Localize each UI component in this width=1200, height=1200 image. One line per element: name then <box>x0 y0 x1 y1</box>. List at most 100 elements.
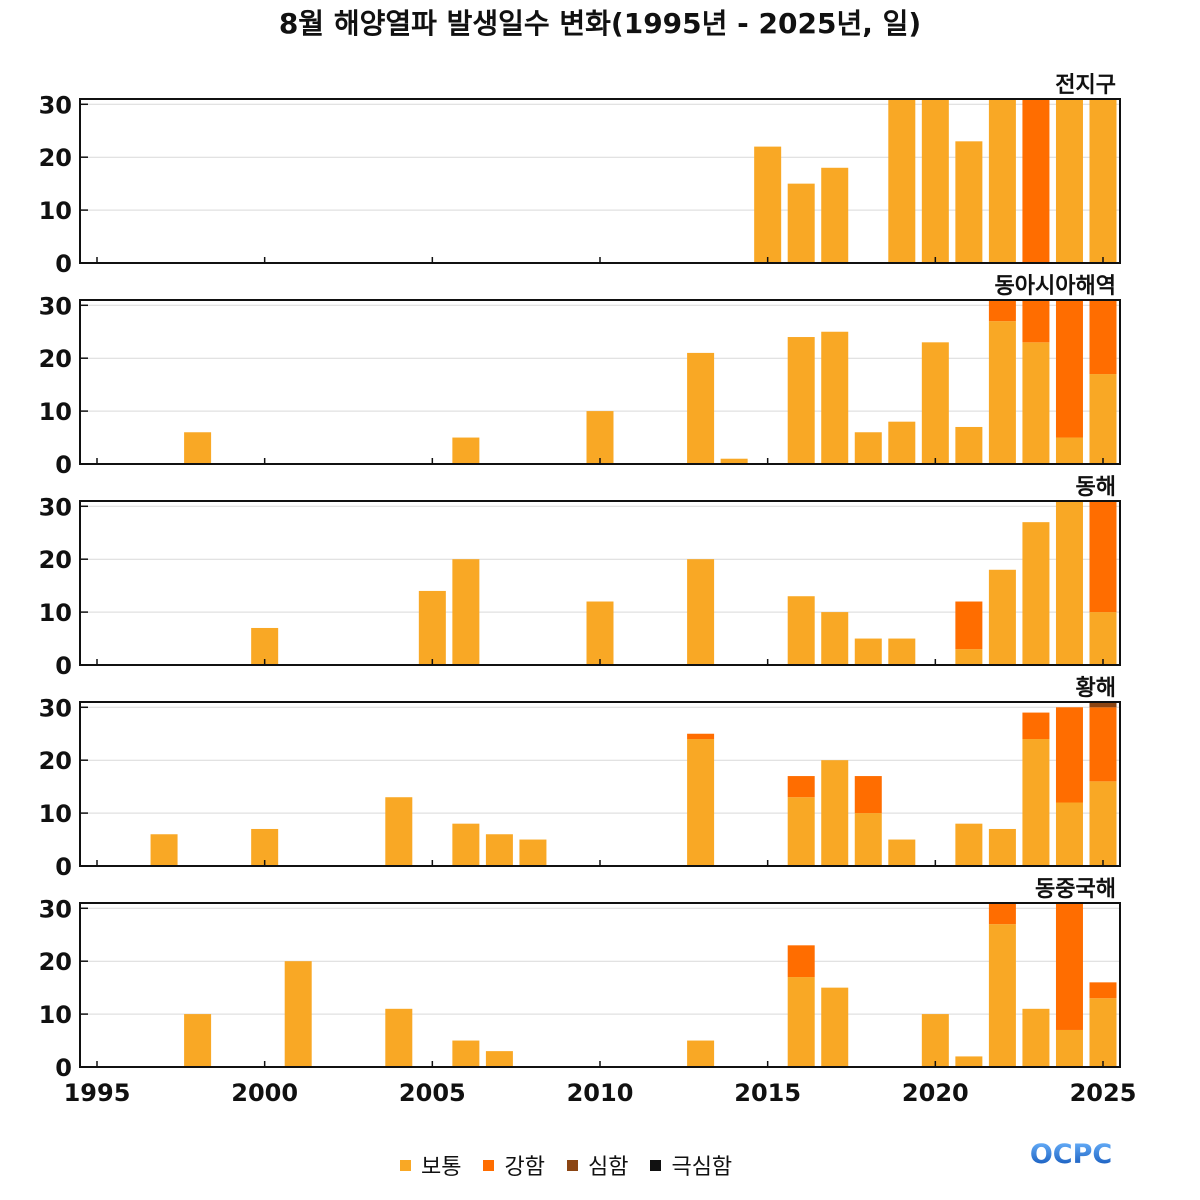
bar-moderate-2022 <box>988 99 1016 263</box>
bar-moderate-2024 <box>1055 501 1083 665</box>
bar-moderate-2022 <box>988 924 1016 1067</box>
bar-moderate-2020 <box>921 1014 949 1067</box>
y-tick-label: 0 <box>55 1054 72 1082</box>
panel-label: 동해 <box>1076 475 1116 500</box>
y-tick-label: 0 <box>55 250 72 278</box>
y-tick-label: 30 <box>39 895 72 923</box>
bar-moderate-2024 <box>1055 437 1083 464</box>
bar-moderate-2022 <box>988 321 1016 464</box>
y-tick-label: 20 <box>39 747 72 775</box>
chart-title: 8월 해양열파 발생일수 변화(1995년 - 2025년, 일) <box>278 7 922 40</box>
bar-moderate-2025 <box>1089 99 1117 263</box>
y-tick-label: 10 <box>39 197 72 225</box>
y-tick-label: 30 <box>39 694 72 722</box>
y-tick-label: 30 <box>39 91 72 119</box>
logo-text: OCPC <box>1030 1139 1112 1170</box>
ocpc-logo: OCPC <box>1030 1139 1112 1170</box>
bar-strong-2025 <box>1089 707 1117 782</box>
bar-strong-2023 <box>1022 300 1050 343</box>
bar-moderate-2024 <box>1055 99 1083 263</box>
bar-moderate-2023 <box>1022 739 1050 866</box>
bar-moderate-2017 <box>821 760 849 866</box>
bar-moderate-2010 <box>586 411 614 464</box>
bar-moderate-2016 <box>787 183 815 263</box>
bar-moderate-2021 <box>955 649 983 665</box>
bar-strong-2022 <box>988 300 1016 322</box>
bar-moderate-2013 <box>687 352 715 464</box>
legend-swatch-strong <box>483 1159 495 1171</box>
bar-moderate-2001 <box>284 961 312 1067</box>
bar-strong-2025 <box>1089 501 1117 613</box>
bar-strong-2024 <box>1055 707 1083 803</box>
x-tick-label: 2025 <box>1070 1079 1137 1107</box>
bar-moderate-2017 <box>821 167 849 263</box>
x-tick-label: 2015 <box>734 1079 801 1107</box>
legend-label-strong: 강함 <box>504 1155 545 1180</box>
bar-strong-2013 <box>687 733 715 740</box>
bar-moderate-2004 <box>385 797 413 866</box>
bar-moderate-2025 <box>1089 374 1117 464</box>
y-tick-label: 10 <box>39 800 72 828</box>
bar-strong-2023 <box>1022 712 1050 740</box>
bar-moderate-2020 <box>921 342 949 464</box>
bar-moderate-2018 <box>854 638 882 665</box>
x-tick-label: 2020 <box>902 1079 969 1107</box>
legend-label-moderate: 보통 <box>421 1155 462 1180</box>
bar-moderate-2024 <box>1055 802 1083 866</box>
bar-moderate-2025 <box>1089 612 1117 665</box>
bar-strong-2022 <box>988 903 1016 925</box>
panel-label: 동중국해 <box>1035 877 1116 902</box>
y-tick-label: 0 <box>55 652 72 680</box>
bar-moderate-2016 <box>787 977 815 1067</box>
x-tick-label: 2005 <box>399 1079 466 1107</box>
legend: 보통 강함 심함 극심함 <box>400 1150 732 1180</box>
panel-frame <box>79 902 1121 1068</box>
bar-moderate-2025 <box>1089 781 1117 866</box>
legend-label-severe: 심함 <box>587 1155 629 1180</box>
bar-moderate-2018 <box>854 432 882 464</box>
x-tick-label: 2010 <box>567 1079 634 1107</box>
x-tick-label: 2000 <box>231 1079 298 1107</box>
legend-item-moderate: 보통 <box>400 1149 461 1181</box>
bar-moderate-2019 <box>888 839 916 866</box>
bar-moderate-2016 <box>787 797 815 866</box>
bar-moderate-2013 <box>687 1040 715 1067</box>
y-tick-label: 10 <box>39 1001 72 1029</box>
legend-swatch-severe <box>566 1159 578 1171</box>
y-tick-label: 0 <box>55 451 72 479</box>
bar-moderate-2022 <box>988 828 1016 866</box>
bar-moderate-2013 <box>687 739 715 866</box>
bar-moderate-2017 <box>821 987 849 1067</box>
x-tick-label: 1995 <box>64 1079 131 1107</box>
bar-moderate-2006 <box>452 823 480 866</box>
bar-moderate-2000 <box>251 627 279 665</box>
legend-item-severe: 심함 <box>566 1149 629 1181</box>
bar-strong-2025 <box>1089 300 1117 375</box>
bar-moderate-2016 <box>787 596 815 665</box>
bar-moderate-2023 <box>1022 1008 1050 1067</box>
bar-strong-2021 <box>955 601 983 650</box>
bar-moderate-2019 <box>888 99 916 263</box>
bar-moderate-2022 <box>988 569 1016 665</box>
bar-moderate-2010 <box>586 601 614 665</box>
bar-moderate-2005 <box>418 590 446 665</box>
bar-moderate-2007 <box>485 834 513 866</box>
y-tick-label: 20 <box>39 144 72 172</box>
bar-strong-2016 <box>787 776 815 798</box>
legend-item-strong: 강함 <box>483 1149 545 1181</box>
y-tick-label: 20 <box>39 345 72 373</box>
panel-label: 전지구 <box>1055 73 1116 98</box>
bar-moderate-1998 <box>184 432 212 464</box>
y-tick-label: 0 <box>55 853 72 881</box>
y-tick-label: 10 <box>39 398 72 426</box>
bar-moderate-2024 <box>1055 1029 1083 1067</box>
bar-moderate-2023 <box>1022 342 1050 464</box>
bar-moderate-1998 <box>184 1014 212 1067</box>
legend-item-extreme: 극심함 <box>650 1149 732 1181</box>
bar-moderate-2015 <box>754 146 782 263</box>
bar-moderate-2021 <box>955 823 983 866</box>
bar-moderate-2013 <box>687 559 715 665</box>
bar-strong-2018 <box>854 776 882 814</box>
bar-moderate-2019 <box>888 638 916 665</box>
y-tick-label: 10 <box>39 599 72 627</box>
